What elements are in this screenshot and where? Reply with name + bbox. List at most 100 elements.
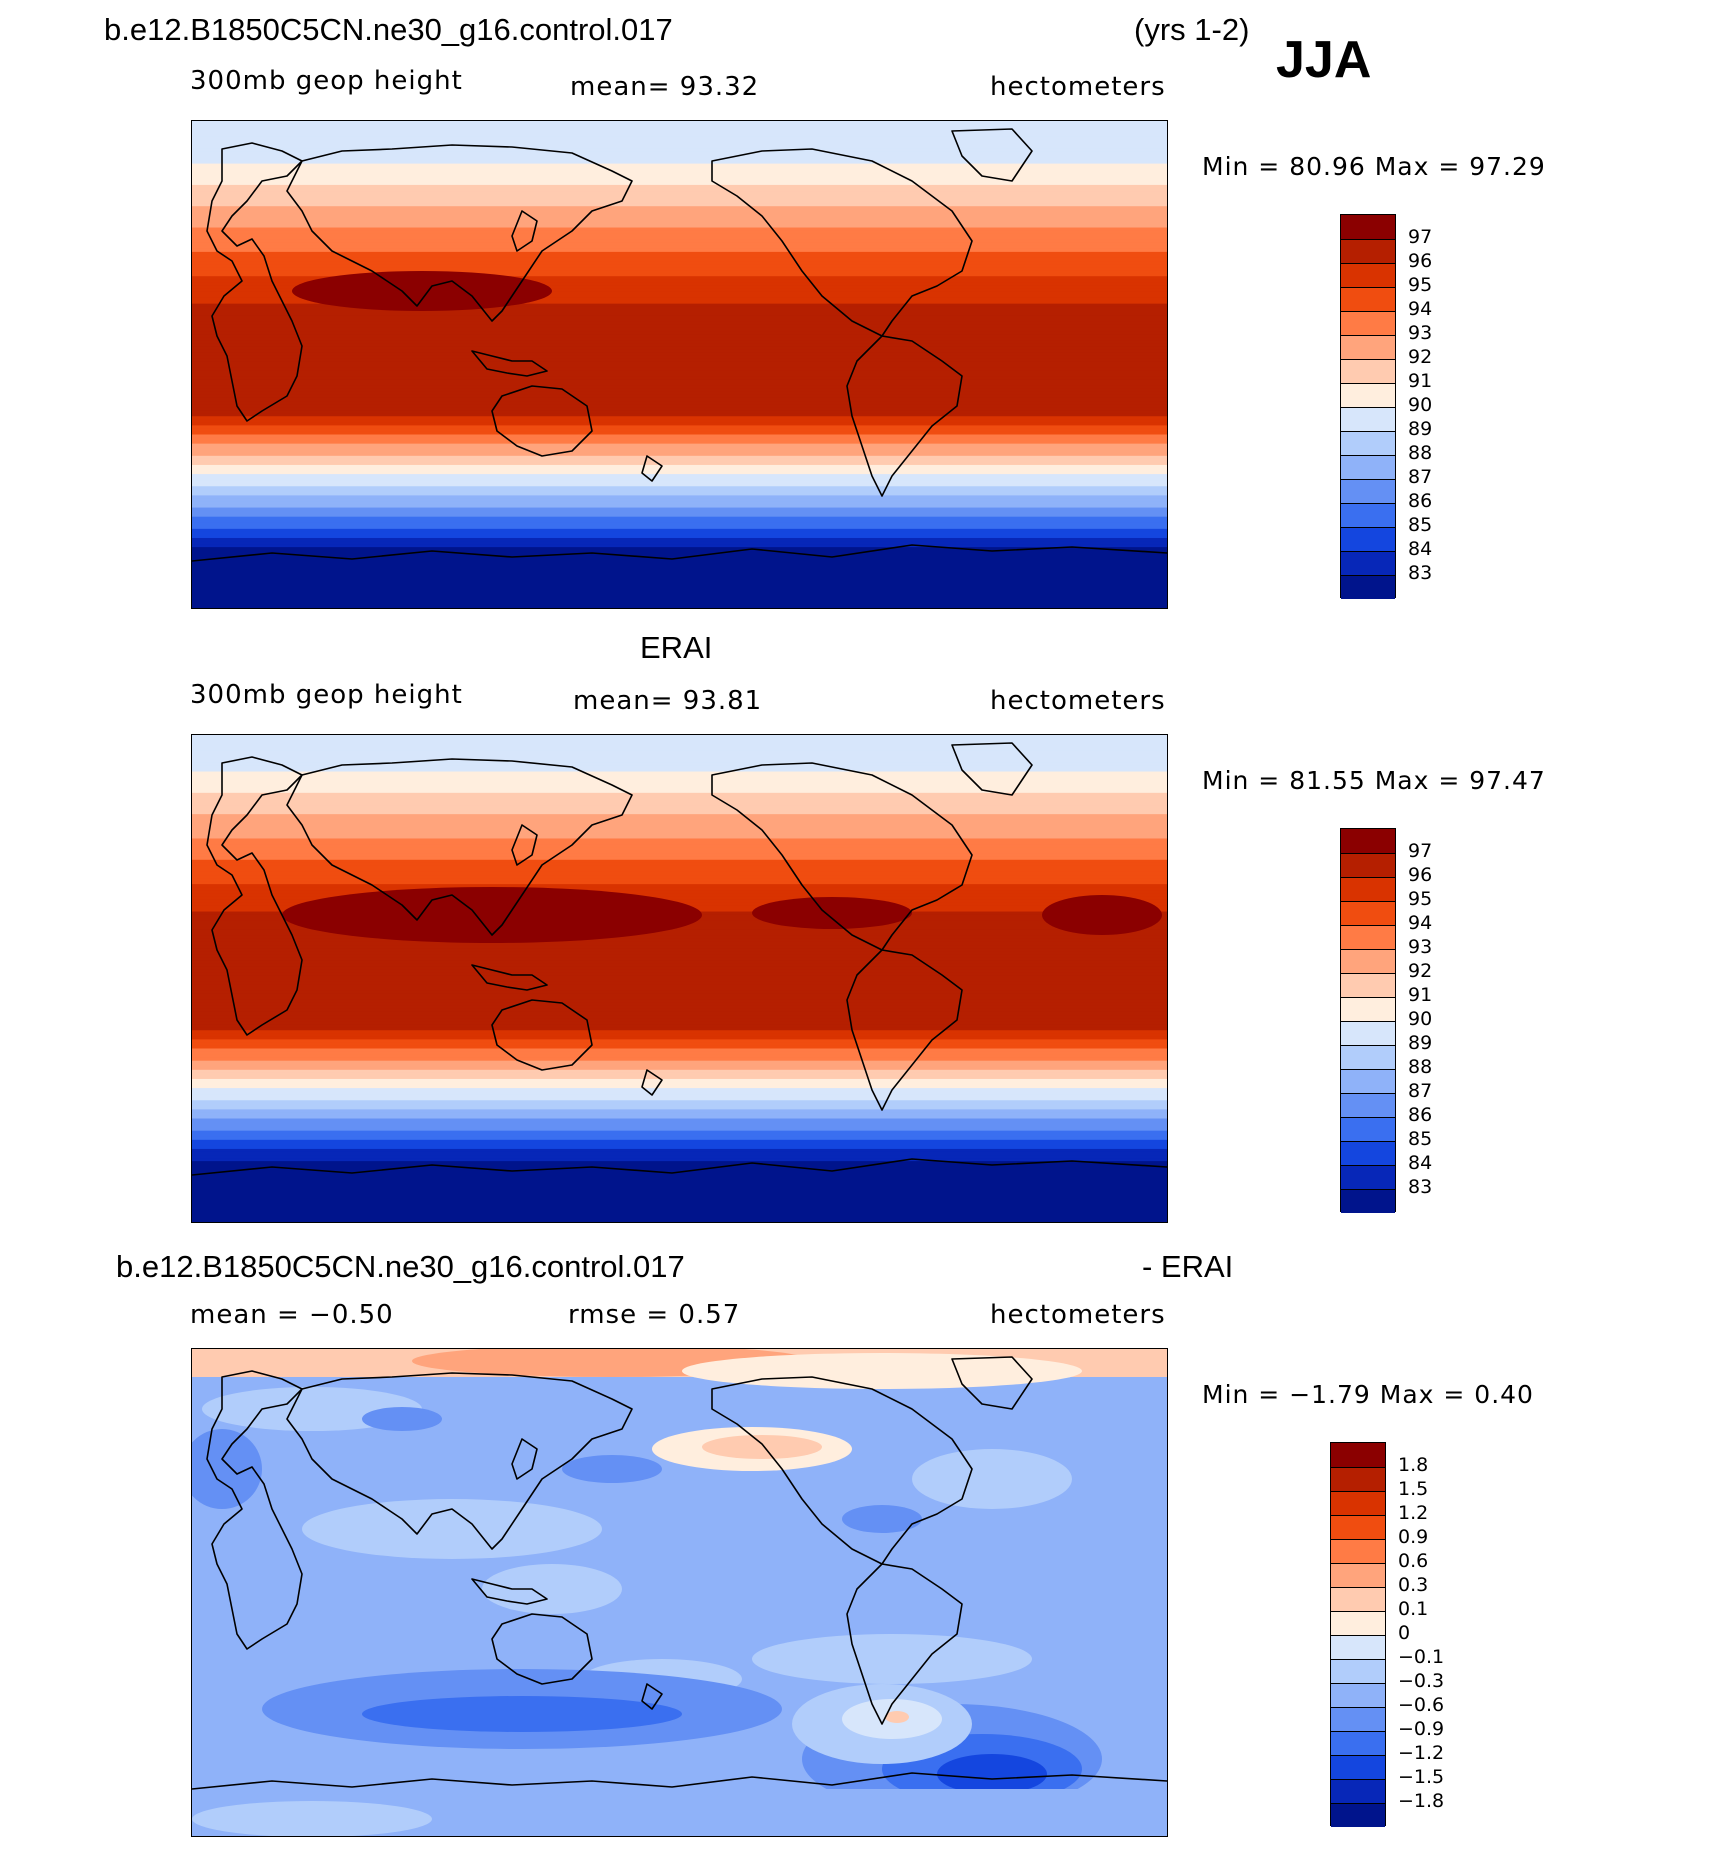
- colorbar-label: 91: [1408, 370, 1433, 392]
- colorbar-segment: [1331, 1731, 1385, 1755]
- panel3-rmse-label: rmse = 0.57: [568, 1300, 741, 1330]
- panel3-title: b.e12.B1850C5CN.ne30_g16.control.017: [116, 1249, 685, 1284]
- colorbar-label: 83: [1408, 562, 1433, 584]
- colorbar-segment: [1341, 479, 1395, 503]
- colorbar-label: 96: [1408, 250, 1433, 272]
- colorbar-box: [1340, 828, 1396, 1213]
- colorbar-segment: [1341, 1045, 1395, 1069]
- panel3-min-max: Min = −1.79 Max = 0.40: [1202, 1380, 1534, 1409]
- colorbar-label: −0.9: [1398, 1718, 1445, 1740]
- colorbar-segment: [1331, 1659, 1385, 1683]
- panel2-variable-label: 300mb geop height: [190, 680, 463, 710]
- panel1-min-max: Min = 80.96 Max = 97.29: [1202, 152, 1546, 181]
- colorbar-label: 87: [1408, 466, 1433, 488]
- colorbar-label: 94: [1408, 912, 1433, 934]
- colorbar-segment: [1341, 829, 1395, 853]
- colorbar-segment: [1341, 949, 1395, 973]
- colorbar-label: 1.8: [1398, 1454, 1429, 1476]
- colorbar-label: 93: [1408, 936, 1433, 958]
- colorbar-label: −1.5: [1398, 1766, 1445, 1788]
- contour-field: [192, 1349, 1167, 1836]
- colorbar-segment: [1341, 359, 1395, 383]
- colorbar-label: −0.1: [1398, 1646, 1445, 1668]
- colorbar-label: 1.5: [1398, 1478, 1429, 1500]
- colorbar-segment: [1331, 1683, 1385, 1707]
- panel1-units-label: hectometers: [990, 72, 1166, 102]
- colorbar-segment: [1341, 997, 1395, 1021]
- colorbar-label: 95: [1408, 888, 1433, 910]
- colorbar-label: 83: [1408, 1176, 1433, 1198]
- panel2-mean-label: mean= 93.81: [573, 686, 763, 716]
- panel1-mean-label: mean= 93.32: [570, 72, 760, 102]
- colorbar-label: 84: [1408, 538, 1433, 560]
- colorbar-label: 97: [1408, 840, 1433, 862]
- colorbar-segment: [1341, 407, 1395, 431]
- panel2-map: [191, 734, 1168, 1223]
- panel1-map: [191, 120, 1168, 609]
- colorbar-label: 90: [1408, 394, 1433, 416]
- colorbar-segment: [1331, 1779, 1385, 1803]
- colorbar-segment: [1341, 1141, 1395, 1165]
- colorbar-segment: [1341, 431, 1395, 455]
- colorbar-label: 1.2: [1398, 1502, 1429, 1524]
- colorbar-segment: [1341, 1021, 1395, 1045]
- colorbar-segment: [1341, 383, 1395, 407]
- colorbar-label: 86: [1408, 1104, 1433, 1126]
- colorbar-label: 87: [1408, 1080, 1433, 1102]
- colorbar-segment: [1331, 1515, 1385, 1539]
- colorbar-segment: [1331, 1803, 1385, 1827]
- colorbar-segment: [1341, 215, 1395, 239]
- colorbar-label: 89: [1408, 1032, 1433, 1054]
- colorbar-label: 84: [1408, 1152, 1433, 1174]
- colorbar-label: 0.9: [1398, 1526, 1429, 1548]
- colorbar-segment: [1331, 1707, 1385, 1731]
- colorbar-label: 88: [1408, 442, 1433, 464]
- colorbar-label: 0: [1398, 1622, 1411, 1644]
- panel2-title: ERAI: [640, 630, 713, 665]
- contour-field: [192, 121, 1167, 608]
- colorbar-label: 85: [1408, 514, 1433, 536]
- colorbar-label: −0.3: [1398, 1670, 1445, 1692]
- colorbar-segment: [1341, 335, 1395, 359]
- colorbar-label: 92: [1408, 346, 1433, 368]
- colorbar-segment: [1331, 1443, 1385, 1467]
- colorbar-label: 97: [1408, 226, 1433, 248]
- colorbar-segment: [1331, 1539, 1385, 1563]
- colorbar-label: −0.6: [1398, 1694, 1445, 1716]
- colorbar-label: 0.3: [1398, 1574, 1429, 1596]
- colorbar-segment: [1341, 551, 1395, 575]
- colorbar-label: 85: [1408, 1128, 1433, 1150]
- panel3-map: [191, 1348, 1168, 1837]
- years-label: (yrs 1-2): [1134, 12, 1250, 47]
- colorbar-segment: [1331, 1635, 1385, 1659]
- colorbar-segment: [1341, 455, 1395, 479]
- colorbar-segment: [1341, 853, 1395, 877]
- colorbar-segment: [1341, 263, 1395, 287]
- colorbar-segment: [1341, 575, 1395, 599]
- colorbar-label: 92: [1408, 960, 1433, 982]
- panel2-min-max: Min = 81.55 Max = 97.47: [1202, 766, 1546, 795]
- colorbar-segment: [1331, 1491, 1385, 1515]
- colorbar-segment: [1341, 901, 1395, 925]
- case-title: b.e12.B1850C5CN.ne30_g16.control.017: [104, 12, 673, 47]
- colorbar-label: 95: [1408, 274, 1433, 296]
- panel2-units-label: hectometers: [990, 686, 1166, 716]
- colorbar-segment: [1341, 311, 1395, 335]
- colorbar-label: 91: [1408, 984, 1433, 1006]
- panel3-title-suffix: - ERAI: [1142, 1249, 1234, 1284]
- colorbar-label: −1.2: [1398, 1742, 1445, 1764]
- colorbar-segment: [1341, 503, 1395, 527]
- panel3-mean-label: mean = −0.50: [190, 1300, 394, 1330]
- colorbar-segment: [1341, 239, 1395, 263]
- panel3-units-label: hectometers: [990, 1300, 1166, 1330]
- colorbar-segment: [1331, 1563, 1385, 1587]
- contour-field: [192, 735, 1167, 1222]
- colorbar-label: 96: [1408, 864, 1433, 886]
- colorbar-label: 89: [1408, 418, 1433, 440]
- colorbar-segment: [1341, 1069, 1395, 1093]
- colorbar-segment: [1341, 973, 1395, 997]
- colorbar-segment: [1341, 527, 1395, 551]
- colorbar-label: 0.6: [1398, 1550, 1429, 1572]
- colorbar-segment: [1341, 877, 1395, 901]
- colorbar-segment: [1341, 1117, 1395, 1141]
